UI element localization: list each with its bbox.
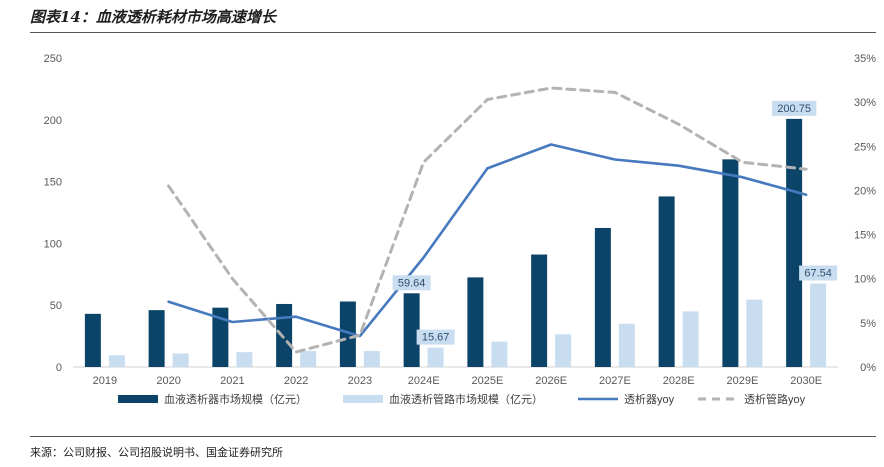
tubing-bar	[746, 299, 763, 367]
legend-label: 透析管路yoy	[744, 392, 806, 406]
data-label: 15.67	[422, 332, 450, 344]
y-right-tick-label: 30%	[854, 97, 876, 109]
figure-title: 图表14：血液透析耗材市场高速增长	[30, 8, 276, 26]
data-label: 67.54	[804, 268, 832, 280]
x-tick-label: 2025E	[471, 375, 503, 387]
x-tick-label: 2024E	[408, 375, 440, 387]
y-left-tick-label: 200	[44, 115, 62, 127]
y-right-tick-label: 5%	[860, 318, 876, 330]
legend-label: 血液透析管路市场规模（亿元）	[389, 392, 543, 406]
x-tick-label: 2023	[348, 375, 372, 387]
dialyzer-bar	[467, 277, 484, 367]
tubing-bar	[491, 341, 508, 367]
tubing-bar	[682, 311, 699, 367]
x-tick-label: 2027E	[599, 375, 631, 387]
tubing-bar	[618, 323, 635, 367]
dialyzer-bar	[148, 310, 165, 367]
x-tick-label: 2021	[220, 375, 244, 387]
x-tick-label: 2028E	[663, 375, 695, 387]
legend-swatch-bar	[343, 395, 383, 403]
data-label-box	[392, 275, 431, 291]
y-right-tick-label: 20%	[854, 185, 876, 197]
x-tick-label: 2029E	[726, 375, 758, 387]
data-label-box	[771, 100, 817, 116]
y-right-tick-label: 15%	[854, 230, 876, 242]
dialyzer-bar	[658, 196, 675, 367]
y-left-tick-label: 100	[44, 238, 62, 250]
tubing-bar	[810, 283, 827, 367]
dialyzer-bar	[84, 313, 101, 367]
dialyzer-bar	[339, 301, 356, 367]
dialyzer-bar	[531, 254, 548, 367]
dialyzer-bar	[594, 227, 611, 367]
data-label: 59.64	[398, 277, 426, 289]
data-label-box	[416, 329, 455, 345]
legend-label: 血液透析器市场规模（亿元）	[164, 392, 307, 406]
x-tick-label: 2022	[284, 375, 308, 387]
tubing-bar	[172, 353, 189, 367]
title-divider	[30, 32, 876, 33]
tubing-yoy-line	[167, 86, 808, 354]
footer-divider	[30, 436, 876, 437]
tubing-bar	[300, 350, 317, 367]
tubing-bar	[236, 352, 253, 367]
data-label: 200.75	[777, 103, 811, 115]
dialyzer-bar	[722, 159, 739, 367]
tubing-bar	[427, 347, 444, 367]
y-left-tick-label: 50	[50, 300, 62, 312]
y-right-tick-label: 25%	[854, 141, 876, 153]
y-left-tick-label: 0	[56, 362, 62, 374]
dialyzer-yoy-line	[167, 143, 808, 338]
x-tick-label: 2026E	[535, 375, 567, 387]
x-tick-label: 2030E	[790, 375, 822, 387]
legend-swatch-bar	[118, 395, 158, 403]
y-right-tick-label: 10%	[854, 274, 876, 286]
x-tick-label: 2020	[156, 375, 180, 387]
dialyzer-bar	[212, 307, 229, 367]
x-tick-label: 2019	[93, 375, 117, 387]
y-left-tick-label: 150	[44, 177, 62, 189]
y-right-tick-label: 35%	[854, 53, 876, 65]
source-note: 来源：公司财报、公司招股说明书、国金证券研究所	[30, 446, 283, 459]
y-right-tick-label: 0%	[860, 362, 876, 374]
y-left-tick-label: 250	[44, 53, 62, 65]
tubing-bar	[363, 350, 380, 367]
dialyzer-bar	[403, 293, 420, 367]
dialyzer-bar	[276, 303, 293, 367]
dialyzer-bar	[786, 118, 803, 367]
legend-label: 透析器yoy	[624, 392, 675, 406]
tubing-bar	[555, 334, 572, 367]
tubing-bar	[108, 355, 125, 367]
data-label-box	[799, 265, 838, 281]
